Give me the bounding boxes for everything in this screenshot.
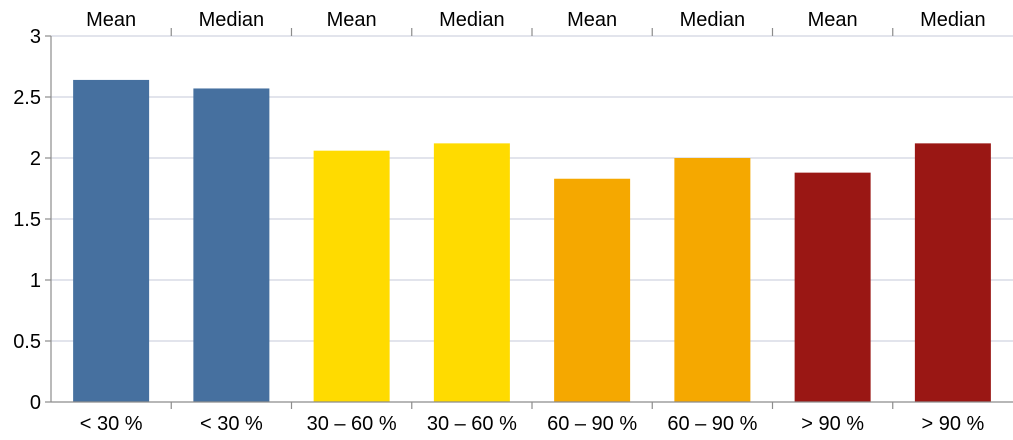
y-tick-label: 2 — [30, 148, 41, 170]
bar — [554, 178, 631, 402]
bar — [73, 79, 150, 403]
y-tick-label: 2.5 — [13, 87, 41, 109]
bar — [193, 88, 270, 403]
bars — [73, 79, 991, 403]
statistic-label: Mean — [327, 9, 377, 31]
statistic-label: Median — [199, 9, 265, 31]
bar — [674, 158, 751, 402]
x-category-label: < 30 % — [80, 413, 143, 435]
y-tick-label: 0 — [30, 392, 41, 414]
labels: 0 0.5 1 1.5 2 2.5 3 < 30 % Mean < 30 % Median 30 – … — [13, 9, 985, 435]
x-category-label: < 30 % — [200, 413, 263, 435]
statistic-label: Median — [920, 9, 986, 31]
y-tick-label: 1.5 — [13, 209, 41, 231]
x-category-label: 60 – 90 % — [547, 413, 637, 435]
statistic-label: Median — [680, 9, 746, 31]
x-category-label: 30 – 60 % — [307, 413, 397, 435]
axes — [45, 28, 1013, 409]
bar — [433, 143, 510, 403]
statistic-label: Mean — [86, 9, 136, 31]
bar — [313, 150, 390, 402]
x-category-label: 60 – 90 % — [667, 413, 757, 435]
x-category-label: > 90 % — [801, 413, 864, 435]
bar — [794, 172, 871, 402]
statistic-label: Median — [439, 9, 505, 31]
x-category-label: 30 – 60 % — [427, 413, 517, 435]
y-tick-label: 3 — [30, 26, 41, 48]
x-category-label: > 90 % — [921, 413, 984, 435]
statistic-label: Mean — [808, 9, 858, 31]
bar — [914, 143, 991, 403]
statistic-label: Mean — [567, 9, 617, 31]
y-tick-label: 0.5 — [13, 331, 41, 353]
y-tick-label: 1 — [30, 270, 41, 292]
